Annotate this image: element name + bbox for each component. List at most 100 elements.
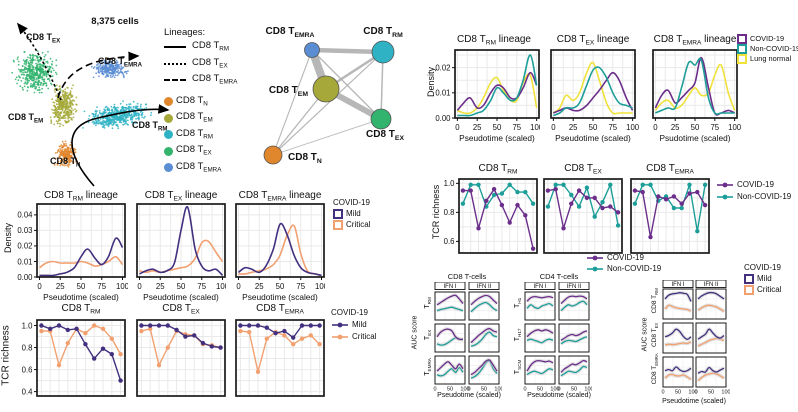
- data-point: [165, 345, 170, 350]
- data-point: [608, 182, 613, 188]
- data-point: [561, 182, 566, 188]
- line-dot-marker-icon: [717, 194, 733, 200]
- svg-text:Psudotime (scaled): Psudotime (scaled): [659, 133, 730, 143]
- data-point: [476, 182, 481, 188]
- data-point: [656, 194, 661, 199]
- data-point: [308, 323, 313, 328]
- data-point: [83, 342, 88, 347]
- data-point: [592, 195, 597, 201]
- svg-text:100: 100: [728, 123, 741, 132]
- data-point: [156, 323, 162, 328]
- lineage-trajectory-arrow: [57, 51, 140, 99]
- severity-square-legend-header: COVID-19: [744, 263, 781, 272]
- svg-text:0.8: 0.8: [22, 343, 33, 352]
- data-point: [507, 182, 512, 188]
- svg-text:50: 50: [447, 387, 453, 393]
- data-point: [299, 336, 305, 341]
- data-point: [74, 326, 79, 332]
- legend-critical: Critical: [333, 219, 370, 230]
- data-point: [264, 336, 269, 341]
- svg-text:CD8 TEMRA: CD8 TEMRA: [266, 26, 315, 39]
- legend-mild: Mild: [331, 319, 376, 331]
- svg-text:50: 50: [691, 123, 700, 132]
- auc-condition-legend: COVID-19 Non-COVID-19: [586, 252, 661, 274]
- data-point: [460, 188, 466, 193]
- data-point: [499, 202, 505, 208]
- svg-text:25: 25: [569, 123, 578, 132]
- data-point: [56, 362, 62, 368]
- transition-edge: [272, 51, 384, 156]
- svg-text:IFN II: IFN II: [567, 284, 582, 290]
- data-point: [545, 204, 551, 209]
- svg-text:25: 25: [671, 123, 680, 132]
- umap-cell-count: 8,375 cells: [91, 16, 139, 27]
- svg-text:Pseudotime (scaled): Pseudotime (scaled): [242, 292, 318, 302]
- data-point: [640, 189, 645, 195]
- svg-text:75: 75: [608, 123, 617, 132]
- data-point: [663, 197, 669, 202]
- data-point: [299, 323, 305, 328]
- svg-text:50: 50: [77, 282, 86, 291]
- data-point: [165, 323, 170, 328]
- data-point: [592, 214, 597, 219]
- data-point: [317, 342, 322, 347]
- svg-text:0: 0: [236, 282, 241, 291]
- data-point: [255, 369, 261, 374]
- data-point: [460, 201, 466, 206]
- data-point: [100, 346, 106, 351]
- density-title-temra: CD8 TEMRA lineage: [653, 34, 737, 47]
- data-point: [118, 378, 123, 383]
- data-point: [687, 191, 692, 196]
- data-point: [264, 325, 269, 330]
- data-point: [468, 188, 473, 193]
- svg-text:50: 50: [589, 123, 598, 132]
- svg-text:CD8 TEX: CD8 TEX: [26, 32, 61, 45]
- svg-text:0: 0: [653, 123, 658, 132]
- tcr-chart-tex: [543, 178, 623, 254]
- tcr-title-temra: CD8 TEMRA: [646, 163, 694, 176]
- svg-text:25: 25: [56, 282, 65, 291]
- data-point: [491, 186, 497, 192]
- data-point: [109, 351, 115, 357]
- svg-text:50: 50: [177, 282, 186, 291]
- row-label-tscm: TSCM: [514, 359, 522, 375]
- data-point: [523, 213, 528, 218]
- line-dot-marker-icon: [332, 334, 348, 340]
- cell-state-node: [312, 75, 340, 103]
- row-label-temra: TEMRA: [424, 358, 432, 376]
- density-title-trm: CD8 TRM lineage: [456, 34, 531, 47]
- cluster-dot-icon: [164, 130, 173, 140]
- data-point: [584, 195, 590, 201]
- data-point: [238, 328, 243, 334]
- data-point: [56, 323, 62, 328]
- svg-text:1.0: 1.0: [22, 321, 34, 330]
- svg-text:Pseudotime (scaled): Pseudotime (scaled): [459, 133, 535, 143]
- data-point: [92, 323, 97, 328]
- svg-text:100: 100: [216, 282, 226, 291]
- cluster-dot-icon: [164, 163, 173, 173]
- svg-text:CD8 TRM: CD8 TRM: [132, 120, 168, 133]
- tcr-title-trm: CD8 TRM: [478, 163, 518, 176]
- legend-cluster-tex: CD8 TEX: [164, 143, 237, 160]
- legend-cluster-temra: CD8 TEMRA: [164, 160, 237, 177]
- tcr2-title-temra: CD8 TEMRA: [256, 303, 304, 316]
- transition-edge: [272, 118, 382, 156]
- svg-text:IFN I: IFN I: [534, 284, 547, 290]
- svg-text:CD8 TN: CD8 TN: [50, 156, 80, 169]
- svg-text:Pseudotime (scaled): Pseudotime (scaled): [555, 133, 631, 143]
- svg-text:IFN I: IFN I: [672, 282, 685, 288]
- svg-text:100: 100: [550, 387, 559, 393]
- svg-text:CD8 TEX: CD8 TEX: [366, 129, 404, 142]
- data-point: [255, 323, 261, 328]
- data-point: [507, 220, 512, 225]
- tcr-condition-legend: COVID-19 Non-COVID-19: [716, 179, 791, 203]
- cd4-grid-header: CD4 T-cells: [539, 272, 579, 281]
- data-point: [218, 345, 223, 350]
- row-label-tex: TEX: [424, 329, 432, 341]
- data-point: [484, 198, 489, 203]
- svg-text:0.8: 0.8: [444, 208, 455, 217]
